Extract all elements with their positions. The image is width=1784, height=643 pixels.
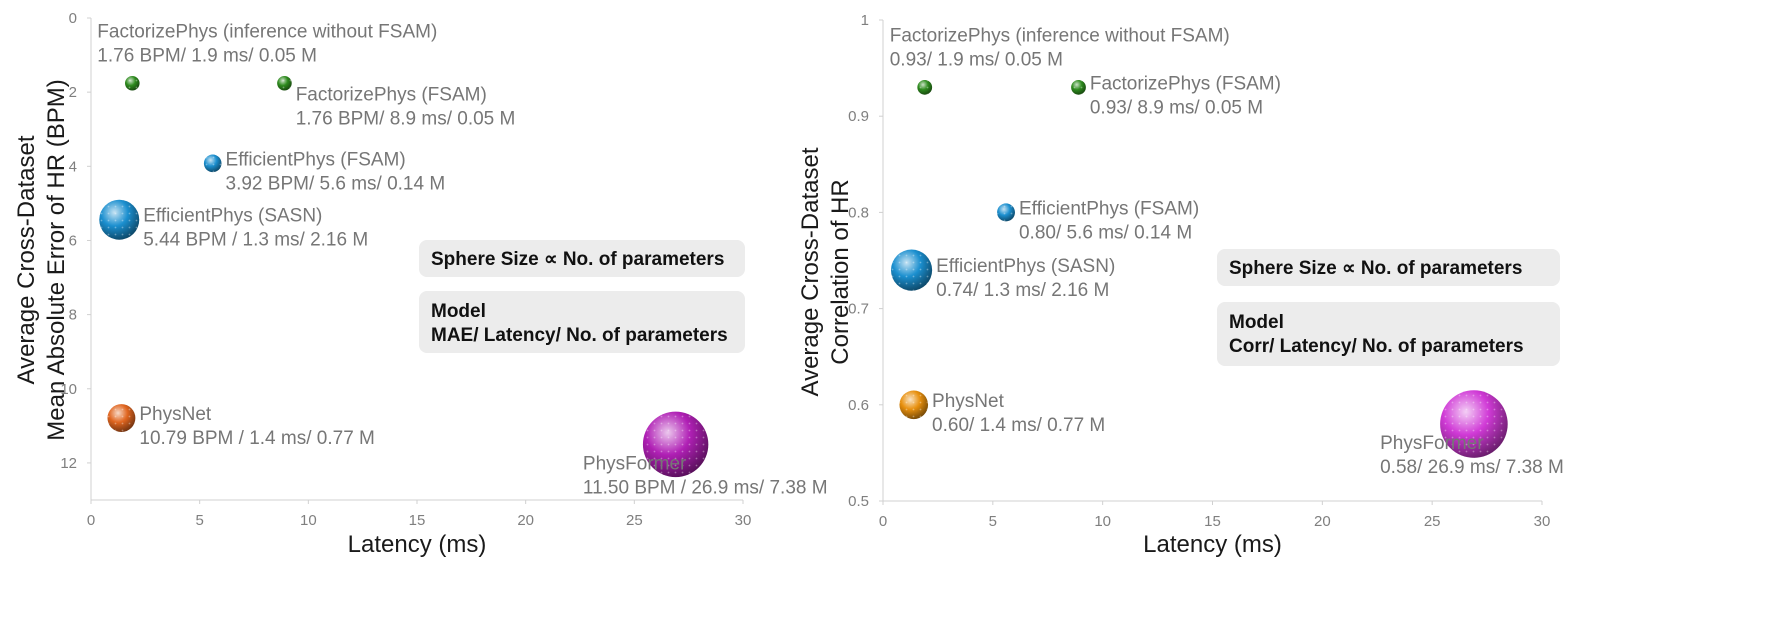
point-name: EfficientPhys (FSAM): [1019, 198, 1199, 219]
point-values: 0.80/ 5.6 ms/ 0.14 M: [1019, 222, 1192, 243]
point-values: 10.79 BPM / 1.4 ms/ 0.77 M: [139, 428, 375, 449]
x-tick-label: 10: [300, 512, 317, 529]
x-axis-title: Latency (ms): [348, 531, 487, 558]
data-point-efficientphys-fsam: EfficientPhys (FSAM) 3.92 BPM/ 5.6 ms/ 0.…: [203, 149, 446, 194]
y-tick-label: 2: [69, 84, 77, 101]
x-tick-label: 10: [1094, 513, 1111, 530]
y-tick-label: 4: [69, 158, 77, 175]
y-tick-label: 0.6: [848, 397, 869, 414]
point-name: PhysFormer: [1380, 433, 1484, 454]
legend-note-box: [1217, 249, 1560, 286]
model-note-title: Model: [431, 301, 486, 322]
point-name: EfficientPhys (FSAM): [226, 149, 406, 170]
bubble-texture: [125, 75, 140, 91]
data-point-physformer: PhysFormer 0.58/ 26.9 ms/ 7.38 M: [1380, 390, 1564, 478]
point-values: 0.58/ 26.9 ms/ 7.38 M: [1380, 457, 1564, 478]
y-axis-title: Average Cross-Dataset: [13, 135, 40, 384]
point-values: 0.74/ 1.3 ms/ 2.16 M: [936, 280, 1109, 301]
sphere-size-note: Sphere Size ∝ No. of parameters: [431, 249, 724, 270]
y-tick-label: 8: [69, 307, 77, 324]
point-values: 0.93/ 8.9 ms/ 0.05 M: [1090, 97, 1263, 118]
point-name: FactorizePhys (inference without FSAM): [97, 21, 437, 42]
point-values: 1.76 BPM/ 1.9 ms/ 0.05 M: [97, 45, 317, 66]
x-tick-label: 15: [409, 512, 426, 529]
point-name: EfficientPhys (SASN): [143, 206, 322, 227]
data-point-efficientphys-sasn: EfficientPhys (SASN) 0.74/ 1.3 ms/ 2.16 M: [890, 249, 1115, 301]
model-note-fields: Corr/ Latency/ No. of parameters: [1229, 336, 1524, 357]
x-tick-label: 0: [87, 512, 95, 529]
x-tick-label: 30: [1534, 513, 1551, 530]
data-point-factorizephys-inference-without-fsam: FactorizePhys (inference without FSAM) 1.…: [97, 21, 437, 91]
y-tick-label: 0: [69, 10, 77, 27]
point-values: 0.60/ 1.4 ms/ 0.77 M: [932, 415, 1105, 436]
x-axis-title: Latency (ms): [1143, 531, 1282, 558]
point-name: PhysFormer: [583, 453, 687, 474]
bubble-texture: [1440, 390, 1508, 458]
sphere-size-note: Sphere Size ∝ No. of parameters: [1229, 258, 1522, 279]
legend-note-box: [1217, 302, 1560, 366]
bubble-texture: [642, 411, 709, 478]
point-name: PhysNet: [932, 391, 1005, 412]
legend-note-box: [419, 291, 745, 353]
point-values: 0.93/ 1.9 ms/ 0.05 M: [890, 49, 1063, 70]
point-name: EfficientPhys (SASN): [936, 256, 1115, 277]
x-tick-label: 30: [735, 512, 752, 529]
x-tick-label: 15: [1204, 513, 1221, 530]
point-name: PhysNet: [139, 404, 212, 425]
bubble-texture: [277, 75, 292, 91]
point-values: 3.92 BPM/ 5.6 ms/ 0.14 M: [226, 173, 446, 194]
y-axis-title: Average Cross-Dataset: [797, 147, 824, 396]
data-point-factorizephys-fsam: FactorizePhys (FSAM) 1.76 BPM/ 8.9 ms/ 0.…: [277, 75, 516, 129]
x-tick-label: 0: [879, 513, 887, 530]
y-tick-label: 0.8: [848, 204, 869, 221]
model-note-fields: MAE/ Latency/ No. of parameters: [431, 325, 728, 346]
y-tick-label: 0.7: [848, 301, 869, 318]
y-tick-label: 12: [60, 455, 77, 472]
bubble-texture: [917, 79, 933, 95]
bubble-texture: [1071, 79, 1086, 95]
x-tick-label: 5: [195, 512, 203, 529]
bubble-texture: [997, 203, 1015, 222]
point-values: 11.50 BPM / 26.9 ms/ 7.38 M: [583, 477, 828, 498]
data-point-efficientphys-fsam: EfficientPhys (FSAM) 0.80/ 5.6 ms/ 0.14 M: [997, 198, 1199, 243]
y-tick-label: 0.9: [848, 108, 869, 125]
bubble-texture: [203, 154, 222, 173]
y-tick-label: 1: [861, 12, 869, 29]
point-name: FactorizePhys (inference without FSAM): [890, 25, 1230, 46]
y-tick-label: 0.5: [848, 493, 869, 510]
y-axis-title: Mean Absolute Error of HR (BPM): [43, 79, 70, 440]
data-point-physnet: PhysNet 10.79 BPM / 1.4 ms/ 0.77 M: [107, 404, 375, 449]
bubble-texture: [99, 199, 140, 240]
model-note-title: Model: [1229, 312, 1284, 333]
y-tick-label: 6: [69, 232, 77, 249]
x-tick-label: 20: [1314, 513, 1331, 530]
x-tick-label: 20: [517, 512, 534, 529]
y-tick-label: 10: [60, 381, 77, 398]
bubble-texture: [107, 404, 136, 433]
point-name: FactorizePhys (FSAM): [296, 84, 487, 105]
data-point-factorizephys-inference-without-fsam: FactorizePhys (inference without FSAM) 0.…: [890, 25, 1230, 95]
data-point-physnet: PhysNet 0.60/ 1.4 ms/ 0.77 M: [899, 390, 1105, 436]
x-tick-label: 25: [1424, 513, 1441, 530]
x-tick-label: 25: [626, 512, 643, 529]
point-values: 5.44 BPM / 1.3 ms/ 2.16 M: [143, 230, 368, 251]
point-name: FactorizePhys (FSAM): [1090, 73, 1281, 94]
y-axis-title: Correlation of HR: [827, 179, 854, 364]
data-point-physformer: PhysFormer 11.50 BPM / 26.9 ms/ 7.38 M: [583, 411, 828, 498]
bubble-texture: [899, 390, 929, 420]
legend-note-box: [419, 240, 745, 277]
point-values: 1.76 BPM/ 8.9 ms/ 0.05 M: [296, 108, 516, 129]
data-point-efficientphys-sasn: EfficientPhys (SASN) 5.44 BPM / 1.3 ms/ 2…: [99, 199, 368, 251]
bubble-texture: [890, 249, 933, 291]
x-tick-label: 5: [989, 513, 997, 530]
mae-chart: 0 2 4 6 8 10 12 0 5 10 15 20 25 30 Latency (ms) Average…: [13, 10, 828, 558]
data-point-factorizephys-fsam: FactorizePhys (FSAM) 0.93/ 8.9 ms/ 0.05 M: [1071, 73, 1281, 118]
